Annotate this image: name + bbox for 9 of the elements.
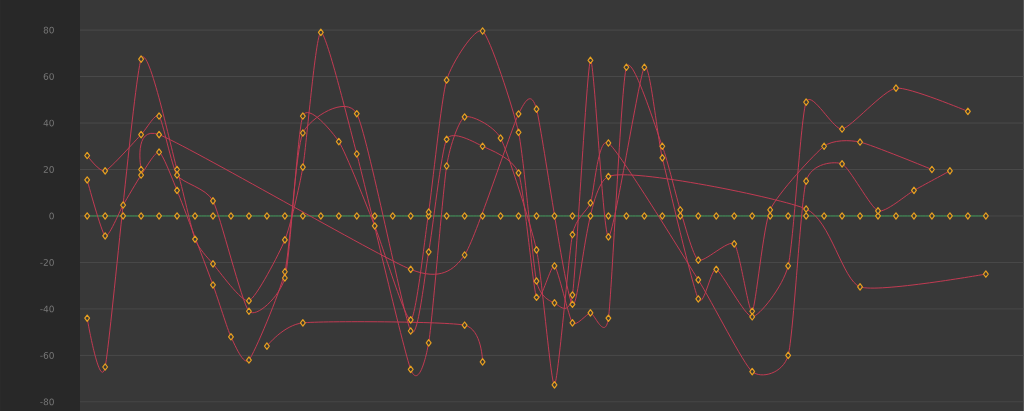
y-tick-label: -80 [40, 398, 54, 406]
y-tick-label: 80 [43, 26, 54, 34]
y-tick-label: 0 [49, 212, 54, 220]
y-tick-label: -60 [40, 352, 54, 359]
y-tick-label: 40 [43, 119, 54, 127]
y-tick-label: -40 [40, 305, 54, 313]
y-tick-label: -20 [40, 259, 54, 266]
y-tick-label: 60 [43, 73, 54, 81]
y-tick-label: 20 [43, 166, 54, 173]
